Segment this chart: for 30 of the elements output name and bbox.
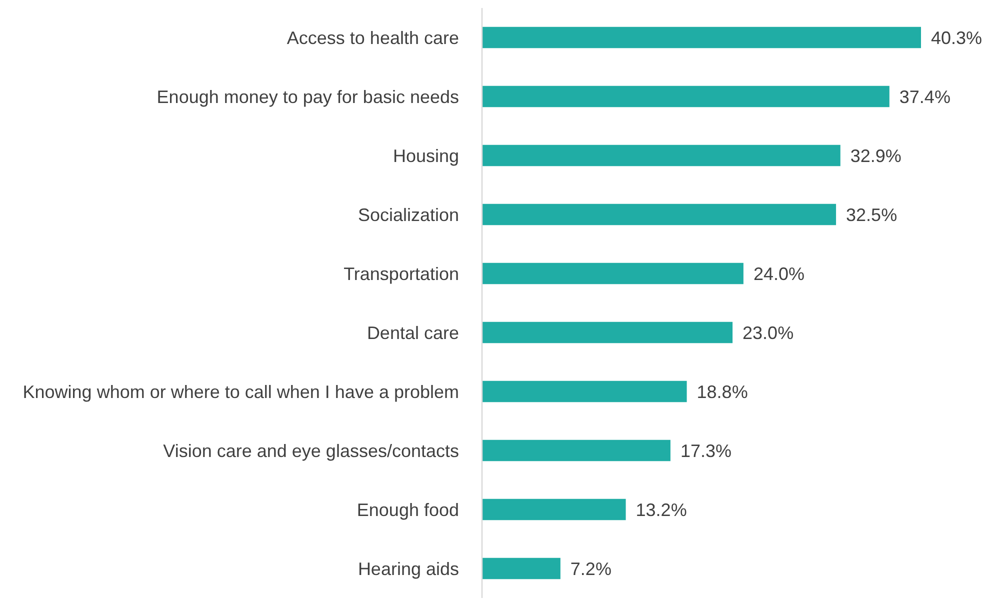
- data-label: 24.0%: [753, 264, 804, 284]
- y-tick-label: Housing: [392, 146, 459, 166]
- y-tick-label: Dental care: [366, 322, 459, 343]
- data-label: 18.8%: [696, 382, 748, 402]
- y-tick-label: Access to health care: [286, 28, 459, 48]
- bar: [482, 380, 687, 402]
- data-label: 7.2%: [570, 558, 612, 579]
- bar: [482, 26, 921, 48]
- y-tick-label: Socialization: [358, 204, 459, 225]
- bar: [482, 144, 840, 166]
- data-label: 13.2%: [636, 500, 687, 520]
- bar: [482, 440, 670, 462]
- data-label: 40.3%: [931, 28, 982, 48]
- bar: [482, 498, 626, 520]
- y-tick-label: Transportation: [344, 264, 459, 284]
- y-tick-label: Vision care and eye glasses/contacts: [163, 440, 459, 461]
- bar: [482, 262, 744, 284]
- data-label: 32.9%: [850, 146, 902, 166]
- bar: [482, 86, 890, 108]
- data-label: 17.3%: [680, 440, 732, 461]
- bar: [482, 204, 836, 226]
- y-tick-label: Knowing whom or where to call when I have a problem: [22, 382, 459, 402]
- y-tick-label: Enough money to pay for basic needs: [156, 86, 459, 107]
- y-tick-label: Hearing aids: [358, 558, 459, 579]
- data-label: 32.5%: [846, 204, 898, 225]
- bar: [482, 322, 733, 344]
- y-tick-label: Enough food: [356, 500, 459, 520]
- bar: [482, 558, 560, 580]
- data-label: 23.0%: [742, 322, 794, 343]
- data-label: 37.4%: [899, 86, 950, 107]
